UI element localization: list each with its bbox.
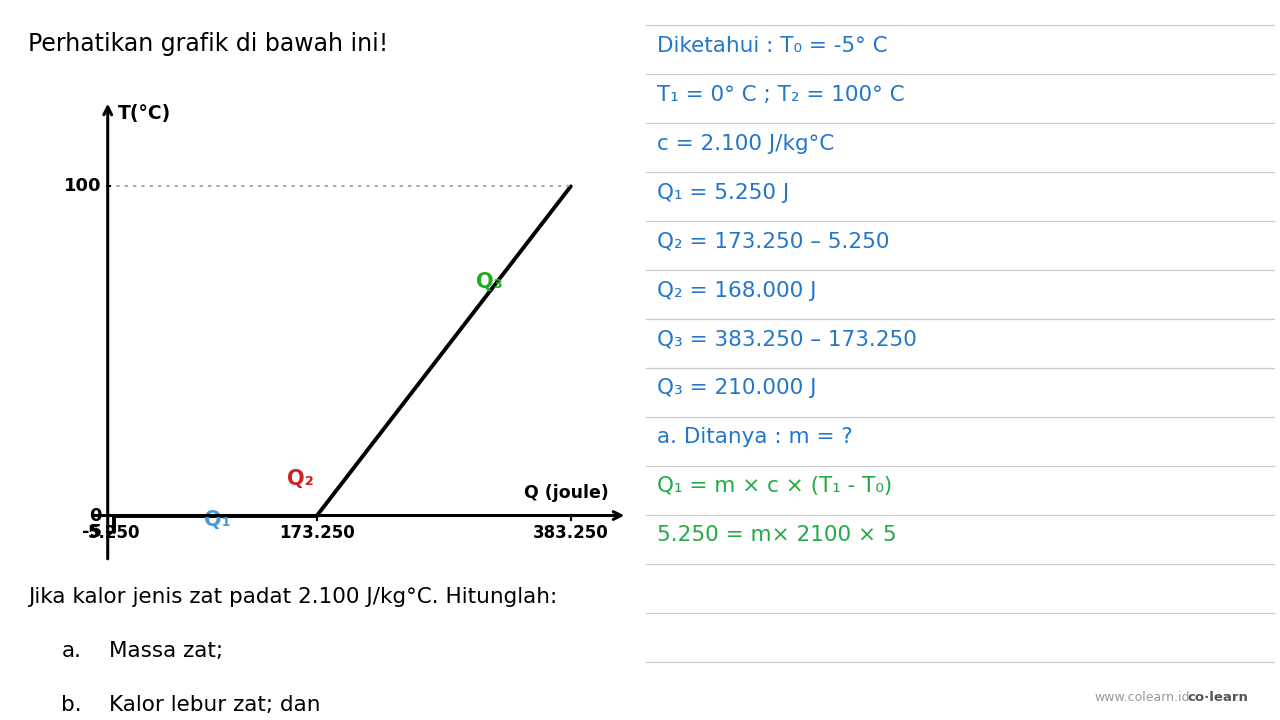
Text: Q₃ = 383.250 – 173.250: Q₃ = 383.250 – 173.250 — [657, 330, 916, 349]
Text: 383.250: 383.250 — [532, 523, 608, 541]
Text: 5.250: 5.250 — [88, 523, 141, 541]
Text: 5.250 = m× 2100 × 5: 5.250 = m× 2100 × 5 — [657, 526, 896, 545]
Text: Q₃ = 210.000 J: Q₃ = 210.000 J — [657, 379, 817, 398]
Text: b.: b. — [61, 695, 82, 715]
Text: www.colearn.id: www.colearn.id — [1094, 691, 1190, 704]
Text: Q₁ = 5.250 J: Q₁ = 5.250 J — [657, 183, 788, 202]
Text: Perhatikan grafik di bawah ini!: Perhatikan grafik di bawah ini! — [28, 32, 389, 56]
Text: Q₂ = 168.000 J: Q₂ = 168.000 J — [657, 281, 817, 300]
Text: Q₃: Q₃ — [476, 271, 503, 292]
Text: T(°C): T(°C) — [118, 104, 170, 123]
Text: Q (joule): Q (joule) — [525, 485, 609, 503]
Text: Q₂: Q₂ — [287, 469, 314, 489]
Text: Massa zat;: Massa zat; — [109, 641, 223, 661]
Text: Kalor lebur zat; dan: Kalor lebur zat; dan — [109, 695, 320, 715]
Text: 0: 0 — [90, 507, 101, 524]
Text: Jika kalor jenis zat padat 2.100 J/kg°C. Hitunglah:: Jika kalor jenis zat padat 2.100 J/kg°C.… — [28, 587, 557, 607]
Text: co·learn: co·learn — [1188, 691, 1249, 704]
Text: Q₁: Q₁ — [205, 510, 232, 531]
Text: 173.250: 173.250 — [279, 523, 355, 541]
Text: Q₁ = m × c × (T₁ - T₀): Q₁ = m × c × (T₁ - T₀) — [657, 477, 892, 496]
Text: -5: -5 — [82, 523, 101, 541]
Text: 100: 100 — [64, 177, 101, 195]
Text: Q₂ = 173.250 – 5.250: Q₂ = 173.250 – 5.250 — [657, 232, 890, 251]
Text: c = 2.100 J/kg°C: c = 2.100 J/kg°C — [657, 134, 833, 153]
Text: Diketahui : T₀ = -5° C: Diketahui : T₀ = -5° C — [657, 36, 887, 55]
Text: T₁ = 0° C ; T₂ = 100° C: T₁ = 0° C ; T₂ = 100° C — [657, 85, 904, 104]
Text: a. Ditanya : m = ?: a. Ditanya : m = ? — [657, 428, 852, 447]
Text: a.: a. — [61, 641, 82, 661]
